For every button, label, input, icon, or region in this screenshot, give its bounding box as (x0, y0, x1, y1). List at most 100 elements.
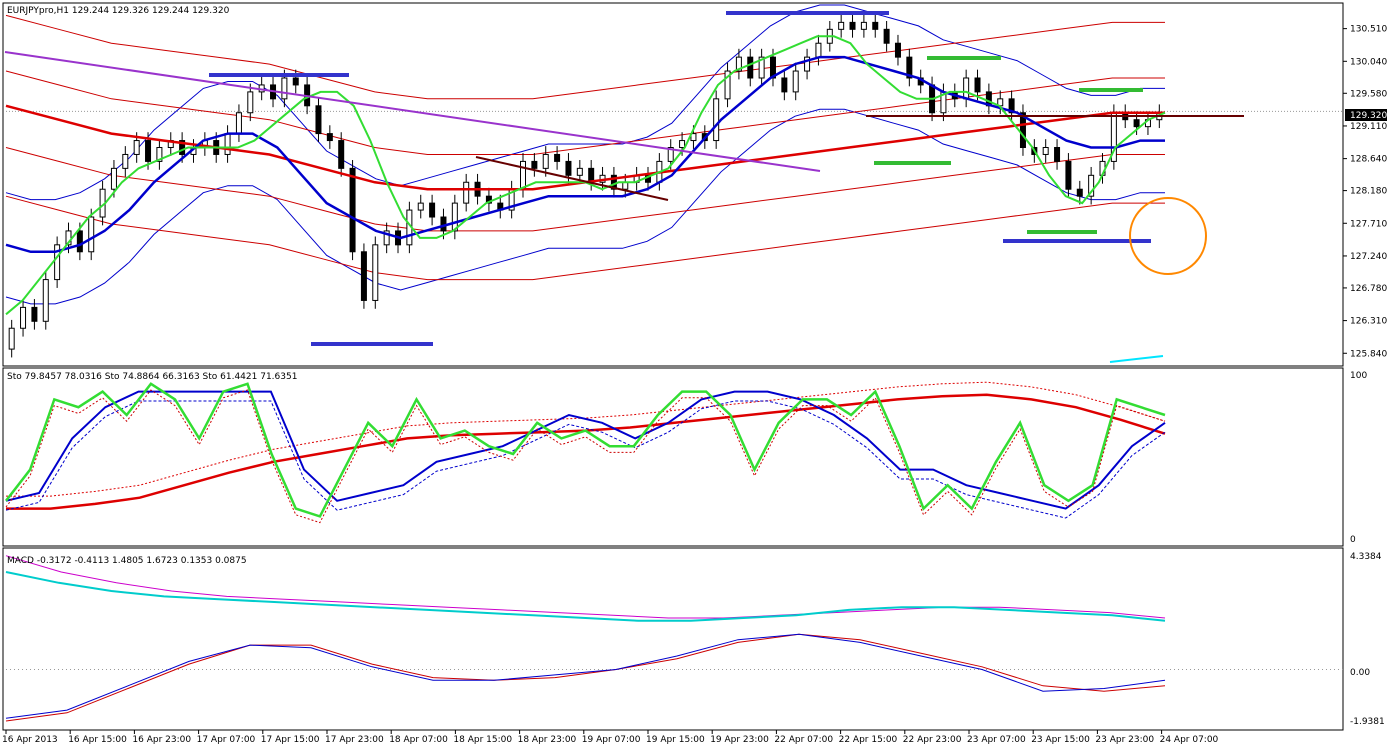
time-axis-label: 18 Apr 07:00 (389, 735, 448, 745)
sto-mid-signal (5, 400, 1166, 519)
price-axis-label: 128.180 (1350, 187, 1387, 197)
stochastic-axis-max: 100 (1350, 371, 1367, 381)
time-axis-label: 19 Apr 15:00 (646, 735, 705, 745)
candle-bull (235, 112, 242, 135)
candle-bull (110, 167, 117, 190)
candle-bull (758, 56, 765, 79)
price-axis-label: 130.040 (1350, 57, 1387, 67)
candle-bull (1042, 147, 1049, 155)
osma-red-line (5, 633, 1166, 722)
candle-bear (360, 251, 367, 301)
candle-bull (815, 42, 822, 58)
price-axis-label: 129.110 (1350, 122, 1387, 132)
brown-trendline (475, 156, 669, 201)
time-axis-label: 18 Apr 15:00 (453, 735, 512, 745)
candle-bull (1088, 174, 1095, 197)
candle-bear (849, 21, 856, 30)
time-axis-label: 17 Apr 23:00 (325, 735, 384, 745)
stochastic-axis-min: 0 (1350, 535, 1356, 545)
candle-bull (576, 167, 583, 176)
candle-bull (622, 181, 629, 190)
candle-bear (769, 56, 776, 79)
macd-plot-layer (5, 555, 1343, 722)
candle-bear (349, 167, 356, 253)
purple-trendline (4, 51, 821, 172)
price-axis-label: 129.580 (1350, 89, 1387, 99)
candle-bear (894, 42, 901, 58)
macd-pane[interactable] (2, 547, 1344, 731)
macd-axis-zero: 0.00 (1350, 668, 1370, 678)
candle-bull (133, 140, 140, 155)
candle-bull (690, 133, 697, 142)
time-axis-label: 19 Apr 23:00 (710, 735, 769, 745)
candle-bull (42, 279, 49, 322)
macd-header: MACD -0.3172 -0.4113 1.4805 1.6723 0.135… (7, 556, 247, 566)
candle-bull (122, 153, 129, 169)
candle-bull (20, 306, 27, 329)
candle-bull (963, 77, 970, 100)
candle-bull (451, 202, 458, 232)
candle-bull (156, 147, 163, 162)
candle-bear (531, 160, 538, 169)
candle-bull (667, 147, 674, 162)
candle-bull (542, 153, 549, 169)
bollinger-outer-mid-upper (5, 70, 1165, 155)
time-axis-label: 23 Apr 15:00 (1031, 735, 1090, 745)
candle-bear (31, 306, 38, 322)
svg-text:129.320: 129.320 (1350, 111, 1387, 121)
bollinger-outer-upper (5, 14, 1165, 100)
time-axis-label: 16 Apr 2013 (2, 735, 58, 745)
current-price-marker: 129.320 (1345, 109, 1387, 121)
candle-bull (860, 21, 867, 30)
candle-bear (565, 160, 572, 176)
candle-bull (520, 160, 527, 190)
candle-bull (838, 21, 845, 30)
candle-bear (440, 216, 447, 232)
candle-bear (974, 77, 981, 93)
main-plot-layer (4, 4, 1343, 363)
time-axis-label: 17 Apr 15:00 (261, 735, 320, 745)
cyan-line (1109, 355, 1164, 363)
candle-bear (1065, 160, 1072, 190)
candle-bear (145, 140, 152, 162)
time-axis-label: 18 Apr 23:00 (518, 735, 577, 745)
stochastic-plot-layer (5, 381, 1166, 524)
candle-bull (88, 216, 95, 253)
candle-bull (372, 244, 379, 301)
candle-bear (179, 140, 186, 155)
candle-bull (463, 181, 470, 204)
time-axis: 16 Apr 2013 16 Apr 15:00 16 Apr 23:00 17 Ap… (2, 730, 1219, 745)
sto-fast-line (5, 382, 1166, 518)
time-axis-label: 22 Apr 07:00 (774, 735, 833, 745)
time-axis-label: 16 Apr 15:00 (68, 735, 127, 745)
price-axis-label: 130.510 (1350, 25, 1387, 35)
time-axis-label: 16 Apr 23:00 (132, 735, 191, 745)
candle-bear (1133, 119, 1140, 128)
stochastic-pane[interactable] (2, 367, 1344, 547)
price-axis-label: 126.780 (1350, 284, 1387, 294)
macd-axis-max: 4.3384 (1350, 552, 1382, 562)
candle-bear (1054, 147, 1061, 162)
candle-bear (781, 77, 788, 93)
time-axis-label: 22 Apr 15:00 (839, 735, 898, 745)
candle-bear (485, 195, 492, 204)
candle-bear (1019, 112, 1026, 149)
sto-mid-line (5, 390, 1166, 510)
macd-main-line (5, 571, 1166, 622)
candle-bull (792, 70, 799, 93)
time-axis-label: 23 Apr 07:00 (967, 735, 1026, 745)
time-axis-label: 24 Apr 07:00 (1160, 735, 1219, 745)
candle-bull (224, 133, 231, 155)
main-pane[interactable] (2, 2, 1344, 367)
price-axis-label: 127.240 (1350, 252, 1387, 262)
bollinger-outer-mid-lower (5, 147, 1165, 232)
candle-bear (315, 105, 322, 135)
highlight-circle (1129, 197, 1207, 275)
stochastic-header: Sto 79.8457 78.0316 Sto 74.8864 66.3163 … (7, 372, 297, 382)
candle-bear (747, 56, 754, 79)
candle-bear (338, 140, 345, 169)
price-axis-label: 125.840 (1350, 349, 1387, 359)
candle-bull (804, 56, 811, 72)
bollinger-inner-upper (5, 4, 1165, 201)
